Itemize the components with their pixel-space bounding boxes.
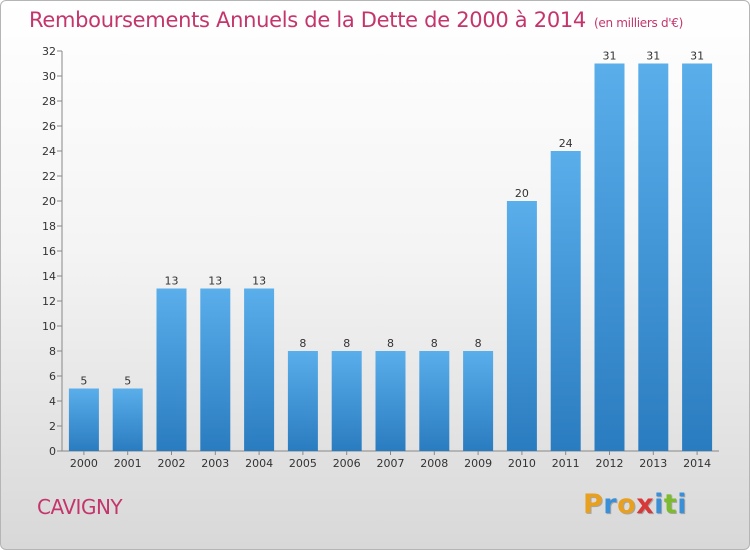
- x-tick-label: 2007: [377, 457, 405, 470]
- x-tick-label: 2000: [70, 457, 98, 470]
- chart-title-text: Remboursements Annuels de la Dette de 20…: [29, 8, 586, 32]
- bar-2014: [682, 63, 713, 451]
- chart-bars: [68, 63, 713, 451]
- x-tick-label: 2006: [333, 457, 361, 470]
- y-tick-label: 6: [49, 370, 56, 383]
- bar-value-label: 8: [387, 337, 394, 350]
- bar-2000: [68, 388, 99, 451]
- logo-letter: t: [663, 489, 678, 520]
- y-tick-label: 2: [49, 420, 56, 433]
- bar-2010: [506, 201, 537, 451]
- y-tick-label: 20: [42, 195, 56, 208]
- bar-value-label: 8: [299, 337, 306, 350]
- bar-2013: [638, 63, 669, 451]
- proxiti-logo: Proxiti: [583, 489, 687, 520]
- bar-value-label: 31: [646, 50, 660, 63]
- bar-value-label: 5: [80, 375, 87, 388]
- bar-2009: [463, 351, 494, 451]
- bar-2003: [200, 288, 231, 451]
- x-tick-label: 2013: [639, 457, 667, 470]
- y-tick-label: 16: [42, 245, 56, 258]
- logo-letter: x: [636, 489, 655, 520]
- bar-value-label: 13: [208, 275, 222, 288]
- y-tick-label: 32: [42, 45, 56, 58]
- y-tick-label: 10: [42, 320, 56, 333]
- bar-value-label: 5: [124, 375, 131, 388]
- bar-value-label: 20: [515, 187, 529, 200]
- logo-letter: r: [603, 489, 618, 520]
- bar-2008: [419, 351, 450, 451]
- y-tick-label: 12: [42, 295, 56, 308]
- y-tick-label: 24: [42, 145, 56, 158]
- x-tick-label: 2011: [552, 457, 580, 470]
- bar-value-label: 13: [165, 275, 179, 288]
- y-tick-label: 28: [42, 95, 56, 108]
- bar-2012: [594, 63, 625, 451]
- bar-2001: [112, 388, 143, 451]
- bar-value-label: 13: [252, 275, 266, 288]
- x-tick-label: 2012: [596, 457, 624, 470]
- bar-2002: [156, 288, 187, 451]
- bar-value-label: 8: [431, 337, 438, 350]
- x-tick-label: 2010: [508, 457, 536, 470]
- x-tick-label: 2014: [683, 457, 711, 470]
- x-tick-label: 2001: [114, 457, 142, 470]
- y-tick-label: 18: [42, 220, 56, 233]
- commune-name: CAVIGNY: [37, 495, 123, 519]
- x-tick-label: 2004: [245, 457, 273, 470]
- x-tick-label: 2009: [464, 457, 492, 470]
- y-tick-label: 14: [42, 270, 56, 283]
- bar-2011: [550, 151, 581, 451]
- x-tick-label: 2005: [289, 457, 317, 470]
- y-tick-label: 30: [42, 70, 56, 83]
- logo-letter: P: [583, 489, 604, 520]
- y-tick-label: 0: [49, 445, 56, 458]
- y-tick-label: 4: [49, 395, 56, 408]
- x-tick-label: 2003: [201, 457, 229, 470]
- x-tick-label: 2008: [420, 457, 448, 470]
- y-tick-label: 26: [42, 120, 56, 133]
- y-tick-label: 22: [42, 170, 56, 183]
- bar-2004: [244, 288, 275, 451]
- bar-value-label: 8: [475, 337, 482, 350]
- chart-unit: (en milliers d'€): [594, 16, 684, 30]
- logo-letter: i: [654, 489, 664, 520]
- bar-value-label: 8: [343, 337, 350, 350]
- bar-value-label: 31: [603, 50, 617, 63]
- bar-2006: [331, 351, 362, 451]
- logo-letter: o: [617, 489, 637, 520]
- bar-2007: [375, 351, 406, 451]
- bar-value-label: 31: [690, 50, 704, 63]
- bar-value-label: 24: [559, 137, 573, 150]
- chart-title: Remboursements Annuels de la Dette de 20…: [29, 8, 683, 32]
- y-tick-label: 8: [49, 345, 56, 358]
- bar-2005: [287, 351, 318, 451]
- chart-value-labels: 5 5 13 13 13 8 8 8 8 8 20 24 31 31 31: [80, 50, 704, 388]
- logo-letter: i: [677, 489, 688, 520]
- x-tick-label: 2002: [158, 457, 186, 470]
